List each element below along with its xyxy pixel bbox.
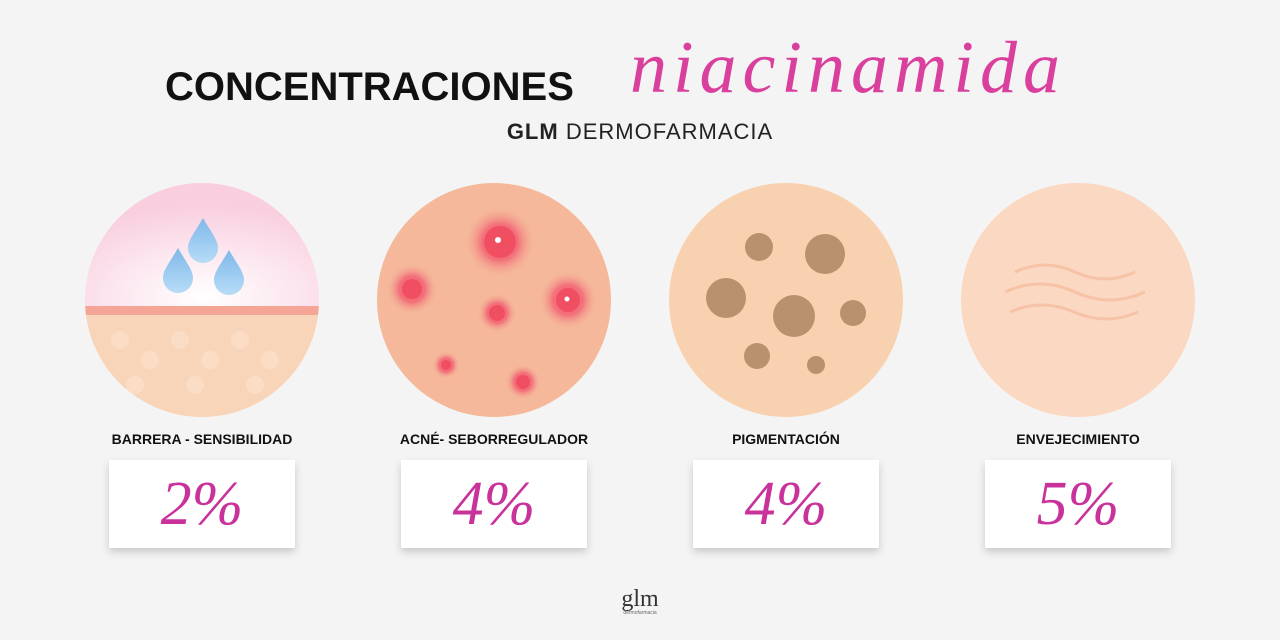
item-label: ACNÉ- SEBORREGULADOR xyxy=(400,431,588,447)
footer-logo: glm xyxy=(621,586,659,612)
value-box xyxy=(985,460,1171,548)
value-box xyxy=(693,460,879,548)
items: BARRERA - SENSIBILIDAD 2% ACNÉ- SEBORREGUL… xyxy=(109,430,1171,548)
aging-illustration xyxy=(961,183,1195,417)
subtitle-text: DERMOFARMACIA xyxy=(566,119,773,144)
item-value: 4% xyxy=(745,470,828,538)
footer-tagline: dermofarmacia xyxy=(623,610,657,616)
brand: GLM xyxy=(507,119,559,144)
title: CONCENTRACIONES xyxy=(165,65,574,109)
item-value: 2% xyxy=(161,470,244,538)
value-box xyxy=(401,460,587,548)
item-value: 4% xyxy=(453,470,536,538)
item-value: 5% xyxy=(1037,470,1120,538)
value-box xyxy=(109,460,295,548)
script-title: niacinamida xyxy=(630,27,1066,109)
acne-illustration xyxy=(377,183,611,417)
pigmentation-illustration xyxy=(669,183,903,417)
barrier-illustration xyxy=(85,183,319,417)
subtitle: GLM DERMOFARMACIA xyxy=(507,119,773,144)
item-label: BARRERA - SENSIBILIDAD xyxy=(112,431,293,447)
item-label: ENVEJECIMIENTO xyxy=(1016,431,1140,447)
item-label: PIGMENTACIÓN xyxy=(732,430,840,447)
